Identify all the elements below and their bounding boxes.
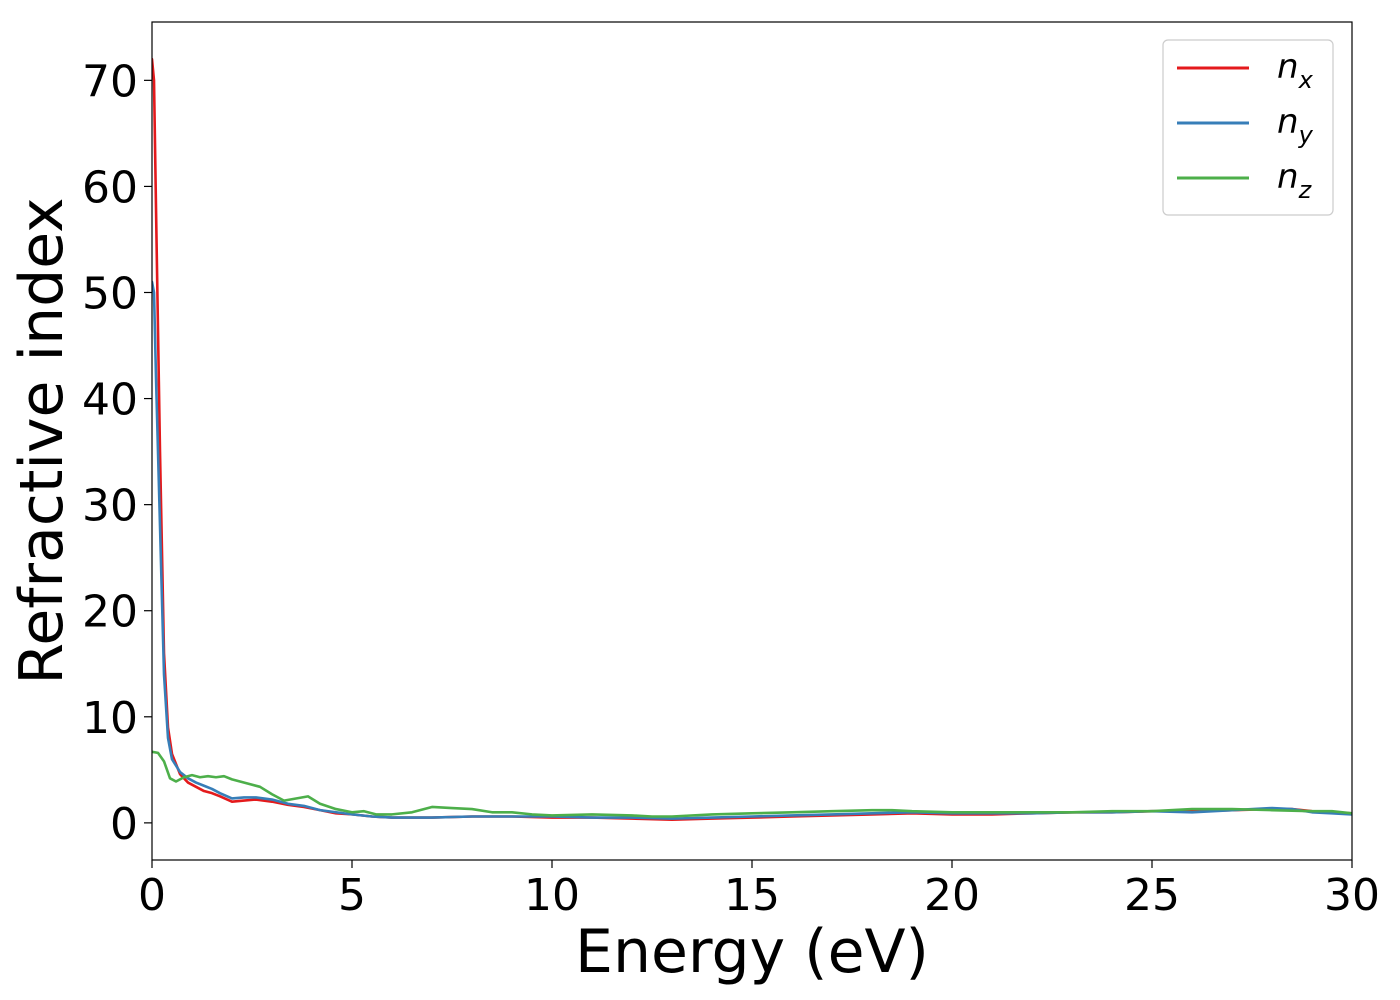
legend-frame	[1162, 39, 1334, 216]
y-axis-title: Refractive index	[7, 197, 77, 684]
x-tick-label: 20	[924, 870, 980, 921]
y-tick-label: 0	[110, 799, 138, 850]
y-tick-label: 10	[82, 693, 138, 744]
x-axis-title: Energy (eV)	[575, 917, 929, 987]
series-lines	[152, 57, 1352, 821]
y-tick-label: 40	[82, 375, 138, 426]
y-tick-label: 30	[82, 481, 138, 532]
y-axis-ticks: 0 10 20 30 40 50 60 70	[82, 56, 152, 850]
series-line-ny	[152, 280, 1352, 820]
x-tick-label: 10	[524, 870, 580, 921]
x-axis-ticks: 0 5 10 15 20 25 30	[138, 860, 1380, 921]
x-tick-label: 15	[724, 870, 780, 921]
x-tick-label: 5	[338, 870, 366, 921]
x-tick-label: 30	[1324, 870, 1380, 921]
y-tick-label: 70	[82, 56, 138, 107]
series-line-nz	[152, 750, 1352, 818]
x-tick-label: 0	[138, 870, 166, 921]
y-tick-label: 60	[82, 162, 138, 213]
y-tick-label: 50	[82, 268, 138, 319]
legend-subscript: y	[1298, 121, 1314, 149]
legend-subscript: x	[1298, 66, 1314, 94]
x-tick-label: 25	[1124, 870, 1180, 921]
legend-subscript: z	[1298, 176, 1313, 204]
y-tick-label: 20	[82, 587, 138, 638]
